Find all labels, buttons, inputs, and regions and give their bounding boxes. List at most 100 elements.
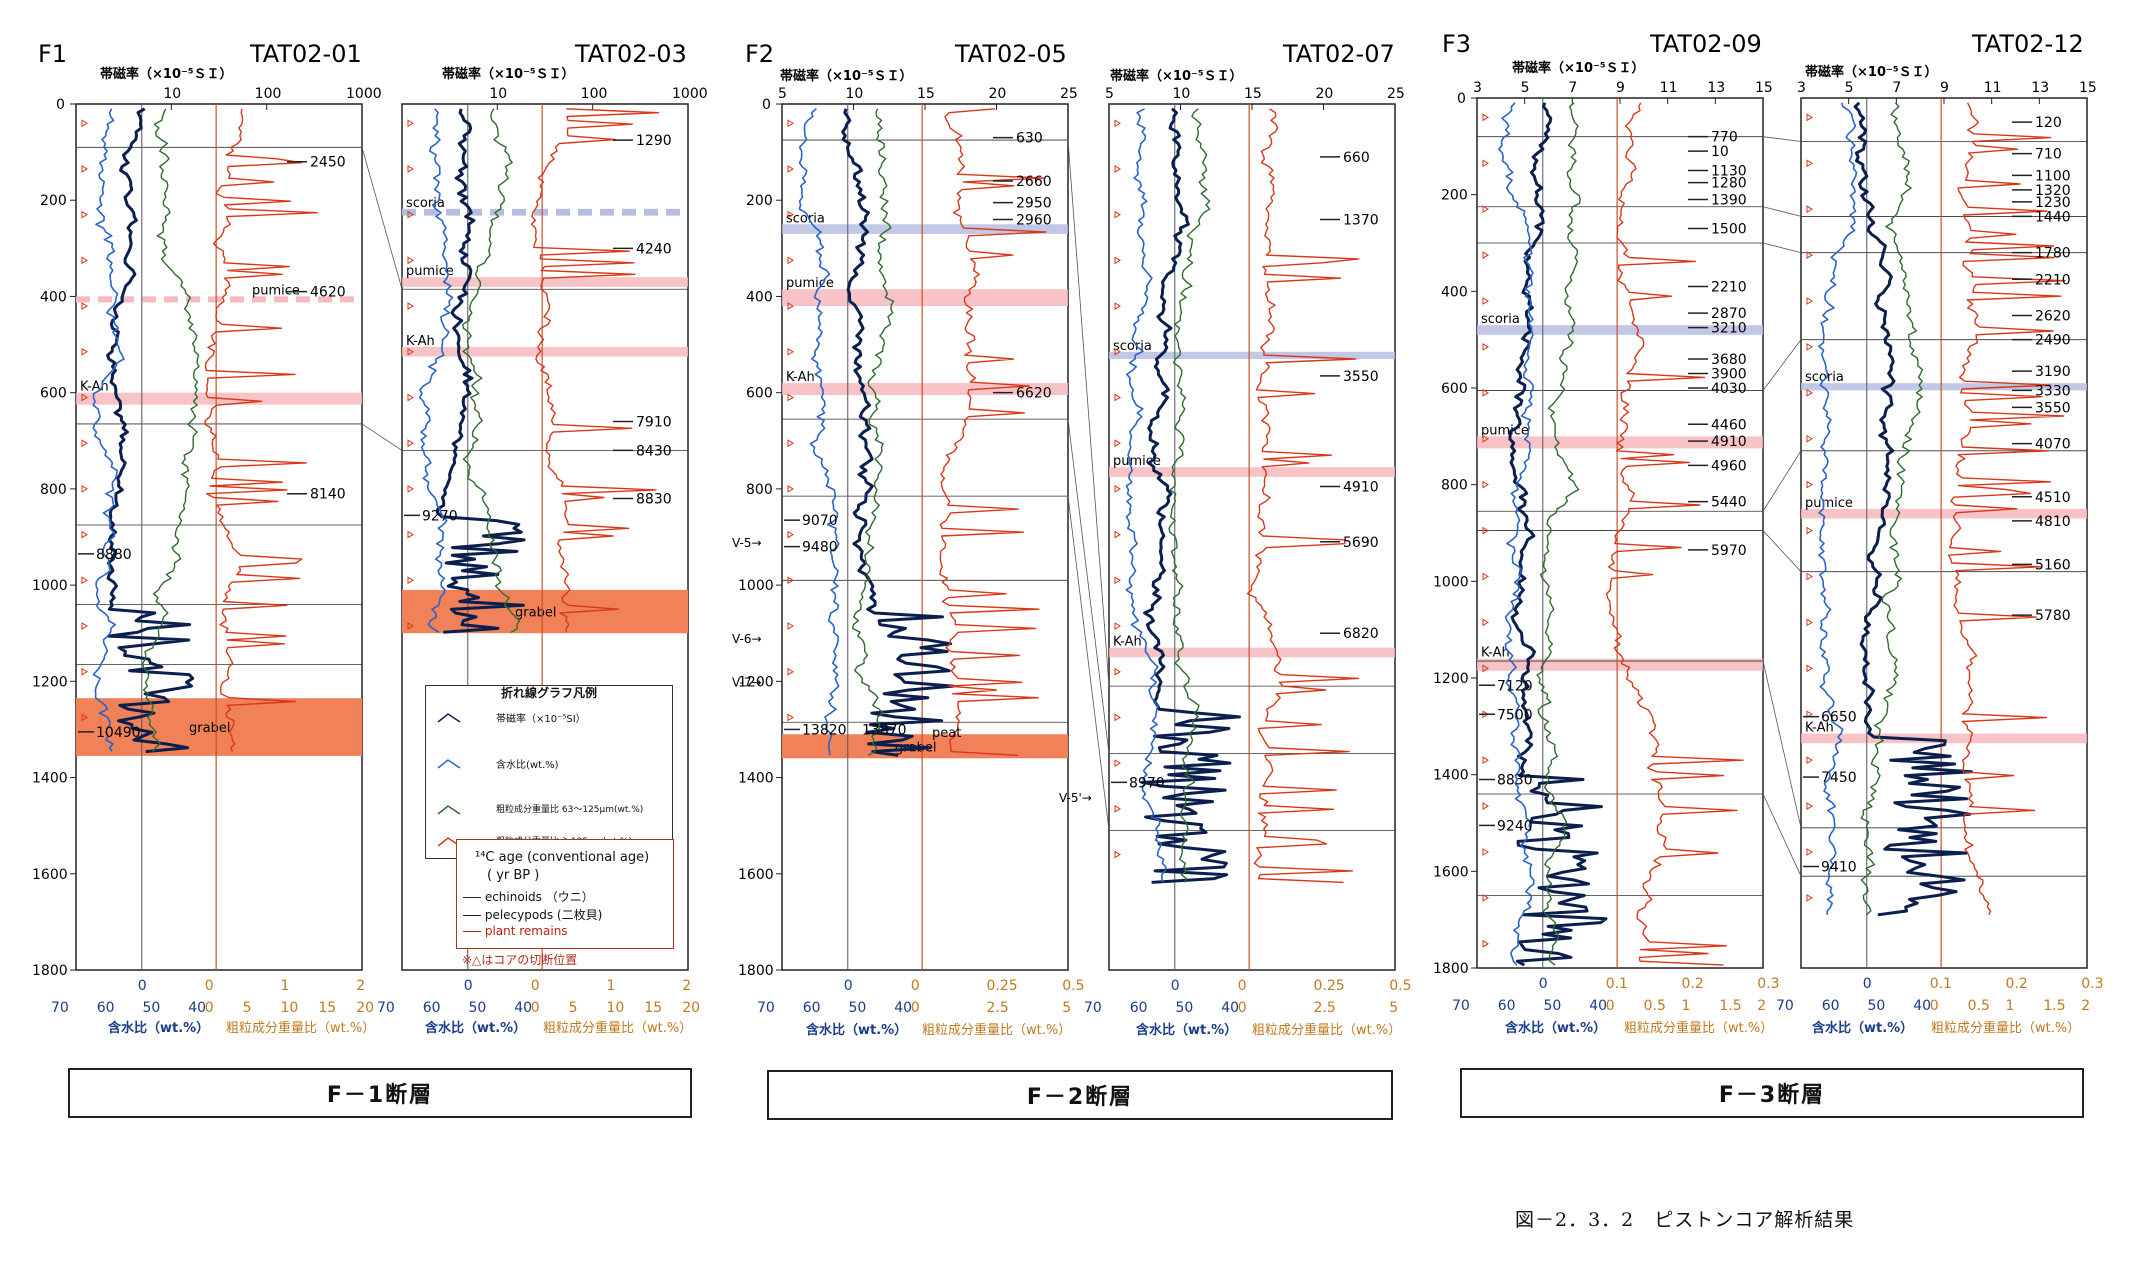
cut-marker-tat02-07	[1114, 210, 1121, 219]
age-label-tat02-12: 4070	[2035, 437, 2071, 453]
top-tick-label-tat02-07: 25	[1387, 86, 1405, 102]
cut-marker-tat02-01	[81, 485, 88, 493]
cut-marker-tat02-01	[81, 622, 88, 630]
top-tick-label-tat02-09: 5	[1521, 80, 1530, 96]
water-zero-label-tat02-07: 0	[1171, 978, 1180, 994]
figure-caption: 図－2．3．2 ピストンコア解析結果	[1515, 1209, 1855, 1231]
cut-marker-tat02-05	[787, 439, 794, 448]
legend-item-coarse-fine: 粗粒成分重量比 63～125μm(wt.%)	[496, 805, 644, 815]
cut-marker-tat02-07	[1114, 804, 1121, 813]
cut-marker-tat02-01	[81, 393, 88, 402]
coarse-tick2-label-tat02-03: 1	[606, 978, 615, 994]
cut-marker-tat02-09	[1482, 618, 1489, 627]
cut-marker-tat02-07	[1114, 256, 1121, 265]
cut-marker-tat02-09	[1482, 802, 1489, 810]
age-label-tat02-09: 4030	[1711, 381, 1747, 397]
age-label-tat02-12: 2490	[2035, 333, 2071, 349]
coarse-tick-label-tat02-07: 2.5	[1313, 1000, 1335, 1016]
cut-marker-tat02-07	[1114, 850, 1121, 859]
top-tick-label-tat02-09: 9	[1616, 80, 1625, 96]
cut-marker-tat02-01	[81, 667, 88, 676]
cut-marker-tat02-09	[1482, 159, 1489, 168]
top-tick-label-tat02-03: 100	[581, 86, 608, 102]
series-susceptibility-tat02-05	[841, 108, 955, 757]
coarse-tick2-label-tat02-12: 0.1	[1930, 976, 1952, 992]
coarse-axis-title: 粗粒成分重量比（wt.%）	[226, 1020, 375, 1036]
cut-marker-tat02-07	[1114, 165, 1121, 173]
age-label-tat02-12: 1320	[2035, 183, 2071, 199]
cut-marker-tat02-07	[1114, 347, 1121, 356]
band-label-grabel-tat02-01: grabel	[189, 721, 230, 736]
water-tick-label-tat02-01: 70	[51, 1000, 69, 1016]
cut-marker-tat02-03	[407, 210, 414, 219]
band-scoria-tat02-05	[782, 224, 1068, 234]
cut-marker-tat02-05	[787, 576, 794, 585]
coarse-tick-label-tat02-12: 0	[1930, 998, 1939, 1014]
age-label-tat02-03: 8430	[636, 443, 672, 459]
age-label-tat02-09: 5440	[1711, 495, 1747, 511]
age-label-tat02-12: 3190	[2035, 364, 2071, 380]
coarse-tick-label-tat02-05: 0	[911, 1000, 920, 1016]
cut-marker-tat02-03	[407, 622, 414, 630]
top-tick-label-tat02-09: 13	[1707, 80, 1725, 96]
cut-marker-tat02-03	[407, 119, 414, 128]
cut-marker-tat02-12	[1806, 113, 1813, 122]
age-label-tat02-05: 9070	[802, 513, 838, 529]
top-tick-label-tat02-12: 9	[1940, 80, 1949, 96]
cut-marker-tat02-01	[81, 439, 88, 448]
coarse-axis-title: 粗粒成分重量比（wt.%）	[1252, 1022, 1401, 1038]
age-label-tat02-12: 4510	[2035, 490, 2071, 506]
depth-tick-label-tat02-05: 1600	[738, 867, 774, 883]
series-coarse-fine-tat02-03	[462, 108, 521, 633]
depth-tick-label-tat02-05: 0	[762, 97, 771, 113]
cut-marker-tat02-09	[1482, 526, 1489, 535]
group-label-f2: F2	[745, 40, 774, 68]
cut-marker-tat02-05	[787, 393, 794, 402]
cut-marker-tat02-05	[787, 347, 794, 356]
age-label-tat02-01: 8140	[310, 487, 346, 503]
age-legend-sub: ( yr BP )	[487, 868, 540, 883]
connector-line	[1067, 496, 1110, 831]
water-tick-label-tat02-12: 40	[1913, 998, 1931, 1014]
cut-marker-tat02-09	[1482, 664, 1489, 673]
band-pumice-tat02-05	[782, 289, 1068, 307]
connector-line	[361, 423, 403, 451]
cut-marker-tat02-01	[81, 576, 88, 585]
connector-line	[1762, 339, 1802, 391]
cut-marker-tat02-12	[1806, 572, 1813, 581]
water-axis-title: 含水比（wt.%）	[1811, 1020, 1913, 1036]
cut-marker-tat02-12	[1806, 388, 1813, 397]
cut-marker-tat02-12	[1806, 205, 1813, 214]
cut-marker-tat02-07	[1114, 302, 1121, 310]
age-label-tat02-03: 9270	[422, 508, 458, 524]
depth-tick-label-tat02-05: 600	[746, 386, 773, 402]
connector-line	[1762, 206, 1802, 217]
cut-marker-tat02-12	[1806, 434, 1813, 443]
water-tick-label-tat02-07: 70	[1084, 1000, 1102, 1016]
water-tick-label-tat02-07: 60	[1130, 1000, 1148, 1016]
coarse-tick2-label-tat02-09: 0.2	[1681, 976, 1703, 992]
coarse-tick2-label-tat02-07: 0.5	[1389, 978, 1411, 994]
top-tick-label-tat02-12: 3	[1797, 80, 1806, 96]
age-label-tat02-09: 4910	[1711, 434, 1747, 450]
cut-marker-tat02-05	[787, 485, 794, 493]
age-legend-pelecypods-label: pelecypods (二枚貝)	[484, 908, 603, 922]
coarse-tick-label-tat02-01: 20	[356, 1000, 374, 1016]
cut-marker-tat02-05	[787, 713, 794, 722]
cut-marker-tat02-05	[787, 165, 794, 173]
cut-marker-tat02-12	[1806, 894, 1813, 902]
age-label-tat02-07: 5690	[1343, 535, 1379, 551]
age-label-tat02-09: 2870	[1711, 306, 1747, 322]
depth-tick-label-tat02-09: 600	[1441, 381, 1468, 397]
cut-marker-tat02-01	[81, 256, 88, 265]
coarse-tick-label-tat02-03: 15	[644, 1000, 662, 1016]
cut-marker-tat02-05	[787, 210, 794, 219]
cut-marker-tat02-12	[1806, 710, 1813, 719]
depth-tick-label-tat02-01: 400	[40, 289, 67, 305]
coarse-tick2-label-tat02-12: 0.2	[2005, 976, 2027, 992]
top-tick-label-tat02-12: 7	[1892, 80, 1901, 96]
water-tick-label-tat02-03: 40	[514, 1000, 532, 1016]
core-title-tat02-05: TAT02-05	[954, 40, 1067, 68]
band-label-pumice-tat02-03: pumice	[406, 264, 454, 279]
depth-tick-label-tat02-01: 1400	[32, 771, 68, 787]
